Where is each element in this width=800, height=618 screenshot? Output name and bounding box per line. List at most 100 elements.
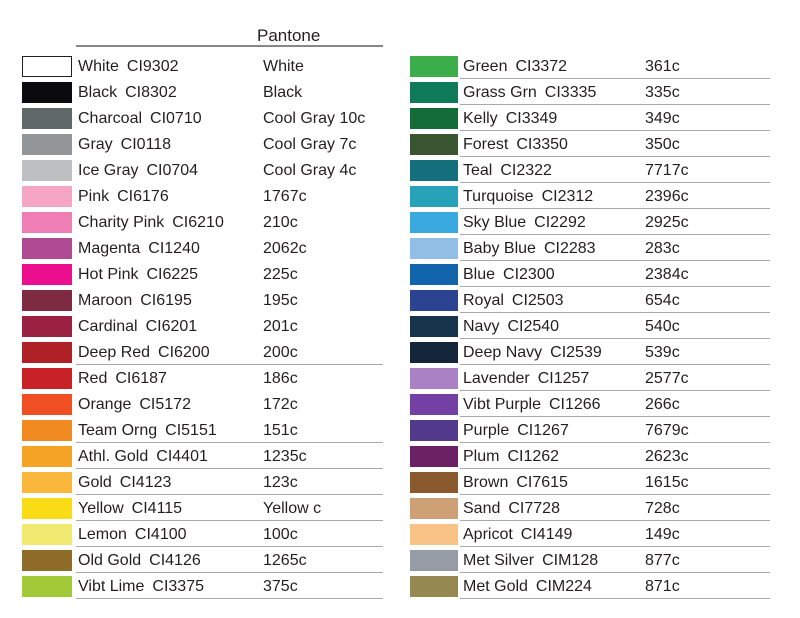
color-code: CI2322 (500, 162, 552, 179)
color-code: CI4115 (131, 500, 183, 517)
color-row: Deep Navy CI2539 539c (410, 340, 770, 366)
color-code: CI7728 (508, 500, 560, 517)
color-swatch (410, 394, 458, 415)
pantone-value: 539c (645, 344, 680, 361)
color-name: Hot Pink (78, 266, 139, 283)
pantone-value: 7679c (645, 422, 689, 439)
color-row: Met Silver CIM128 877c (410, 548, 770, 574)
pantone-value: Black (263, 84, 303, 101)
pantone-value: 2925c (645, 214, 689, 231)
color-row: Old Gold CI4126 1265c (22, 548, 383, 574)
color-code: CI3372 (515, 58, 568, 75)
color-swatch (410, 498, 458, 519)
color-code: CI3349 (505, 110, 558, 127)
color-row: Purple CI1267 7679c (410, 418, 770, 444)
color-code: CI6225 (146, 266, 199, 283)
color-code: CI5172 (139, 396, 191, 413)
color-swatch (410, 290, 458, 311)
color-name: Cardinal (78, 318, 138, 335)
color-code: CI1257 (537, 370, 590, 387)
color-row: Forest CI3350 350c (410, 132, 770, 158)
color-swatch (22, 342, 72, 363)
color-row: Cardinal CI6201 201c (22, 314, 383, 340)
pantone-column-header: Pantone (257, 26, 321, 45)
color-swatch (22, 368, 72, 389)
color-name: Team Orng (78, 422, 158, 439)
color-name: Forest (463, 136, 509, 153)
color-code: CI0710 (150, 110, 202, 127)
color-code: CI6176 (117, 188, 169, 205)
pantone-value: 2577c (645, 370, 689, 387)
pantone-value: 100c (263, 526, 298, 543)
color-row: Blue CI2300 2384c (410, 262, 770, 288)
color-swatch (410, 576, 458, 597)
color-row: Sky Blue CI2292 2925c (410, 210, 770, 236)
color-name: Royal (463, 292, 504, 309)
color-name: Brown (463, 474, 509, 491)
color-name: Old Gold (78, 552, 142, 569)
color-row: Gray CI0118 Cool Gray 7c (22, 132, 383, 158)
color-row: Maroon CI6195 195c (22, 288, 383, 314)
color-row: Black CI8302 Black (22, 80, 383, 106)
color-swatch (22, 160, 72, 181)
pantone-value: 877c (645, 552, 680, 569)
pantone-value: 350c (645, 136, 680, 153)
color-row: Vibt Purple CI1266 266c (410, 392, 770, 418)
color-name: Vibt Lime (78, 578, 145, 595)
pantone-value: 210c (263, 214, 298, 231)
color-swatch (410, 472, 458, 493)
color-code: CI6187 (115, 370, 167, 387)
pantone-value: 7717c (645, 162, 689, 179)
pantone-value: 149c (645, 526, 680, 543)
color-code: CI4100 (134, 526, 187, 543)
color-name: Charcoal (78, 110, 143, 127)
color-swatch (22, 134, 72, 155)
color-name: Lemon (78, 526, 127, 543)
pantone-value: 2623c (645, 448, 689, 465)
color-name: Magenta (78, 240, 141, 257)
color-name: Met Gold (463, 578, 528, 595)
color-name: Kelly (463, 110, 498, 127)
pantone-value: 2384c (645, 266, 689, 283)
color-swatch (410, 316, 458, 337)
color-code: CI6200 (158, 344, 210, 361)
color-swatch (22, 576, 72, 597)
color-code: CI4126 (149, 552, 201, 569)
pantone-value: Cool Gray 4c (263, 162, 357, 179)
color-row: Red CI6187 186c (22, 366, 383, 392)
color-row: Lavender CI1257 2577c (410, 366, 770, 392)
pantone-value: 200c (263, 344, 298, 361)
color-swatch (410, 550, 458, 571)
color-name: Sand (463, 500, 501, 517)
color-name: Plum (463, 448, 500, 465)
color-name: Sky Blue (463, 214, 527, 231)
pantone-value: 283c (645, 240, 680, 257)
pantone-value: 1615c (645, 474, 689, 491)
color-row: Sand CI7728 728c (410, 496, 770, 522)
color-name: Deep Navy (463, 344, 543, 361)
color-name: Black (78, 84, 118, 101)
pantone-value: 123c (263, 474, 298, 491)
color-code: CI7615 (516, 474, 568, 491)
color-code: CI6210 (172, 214, 224, 231)
left-color-table: White CI9302 White Black CI8302 Black Char… (22, 54, 383, 600)
pantone-value: 2396c (645, 188, 689, 205)
color-name: White (78, 58, 119, 75)
color-swatch (410, 82, 458, 103)
color-name: Pink (78, 188, 110, 205)
pantone-value: 151c (263, 422, 298, 439)
color-swatch (22, 446, 72, 467)
pantone-value: 225c (263, 266, 298, 283)
color-swatch (410, 264, 458, 285)
color-swatch (22, 524, 72, 545)
color-row: Apricot CI4149 149c (410, 522, 770, 548)
color-row: Met Gold CIM224 871c (410, 574, 770, 600)
color-row: Pink CI6176 1767c (22, 184, 383, 210)
color-name: Orange (78, 396, 132, 413)
color-code: CI4123 (119, 474, 172, 491)
color-code: CI2540 (507, 318, 560, 335)
color-row: Navy CI2540 540c (410, 314, 770, 340)
color-swatch (22, 264, 72, 285)
color-swatch (22, 56, 72, 77)
color-name: Gray (78, 136, 113, 153)
